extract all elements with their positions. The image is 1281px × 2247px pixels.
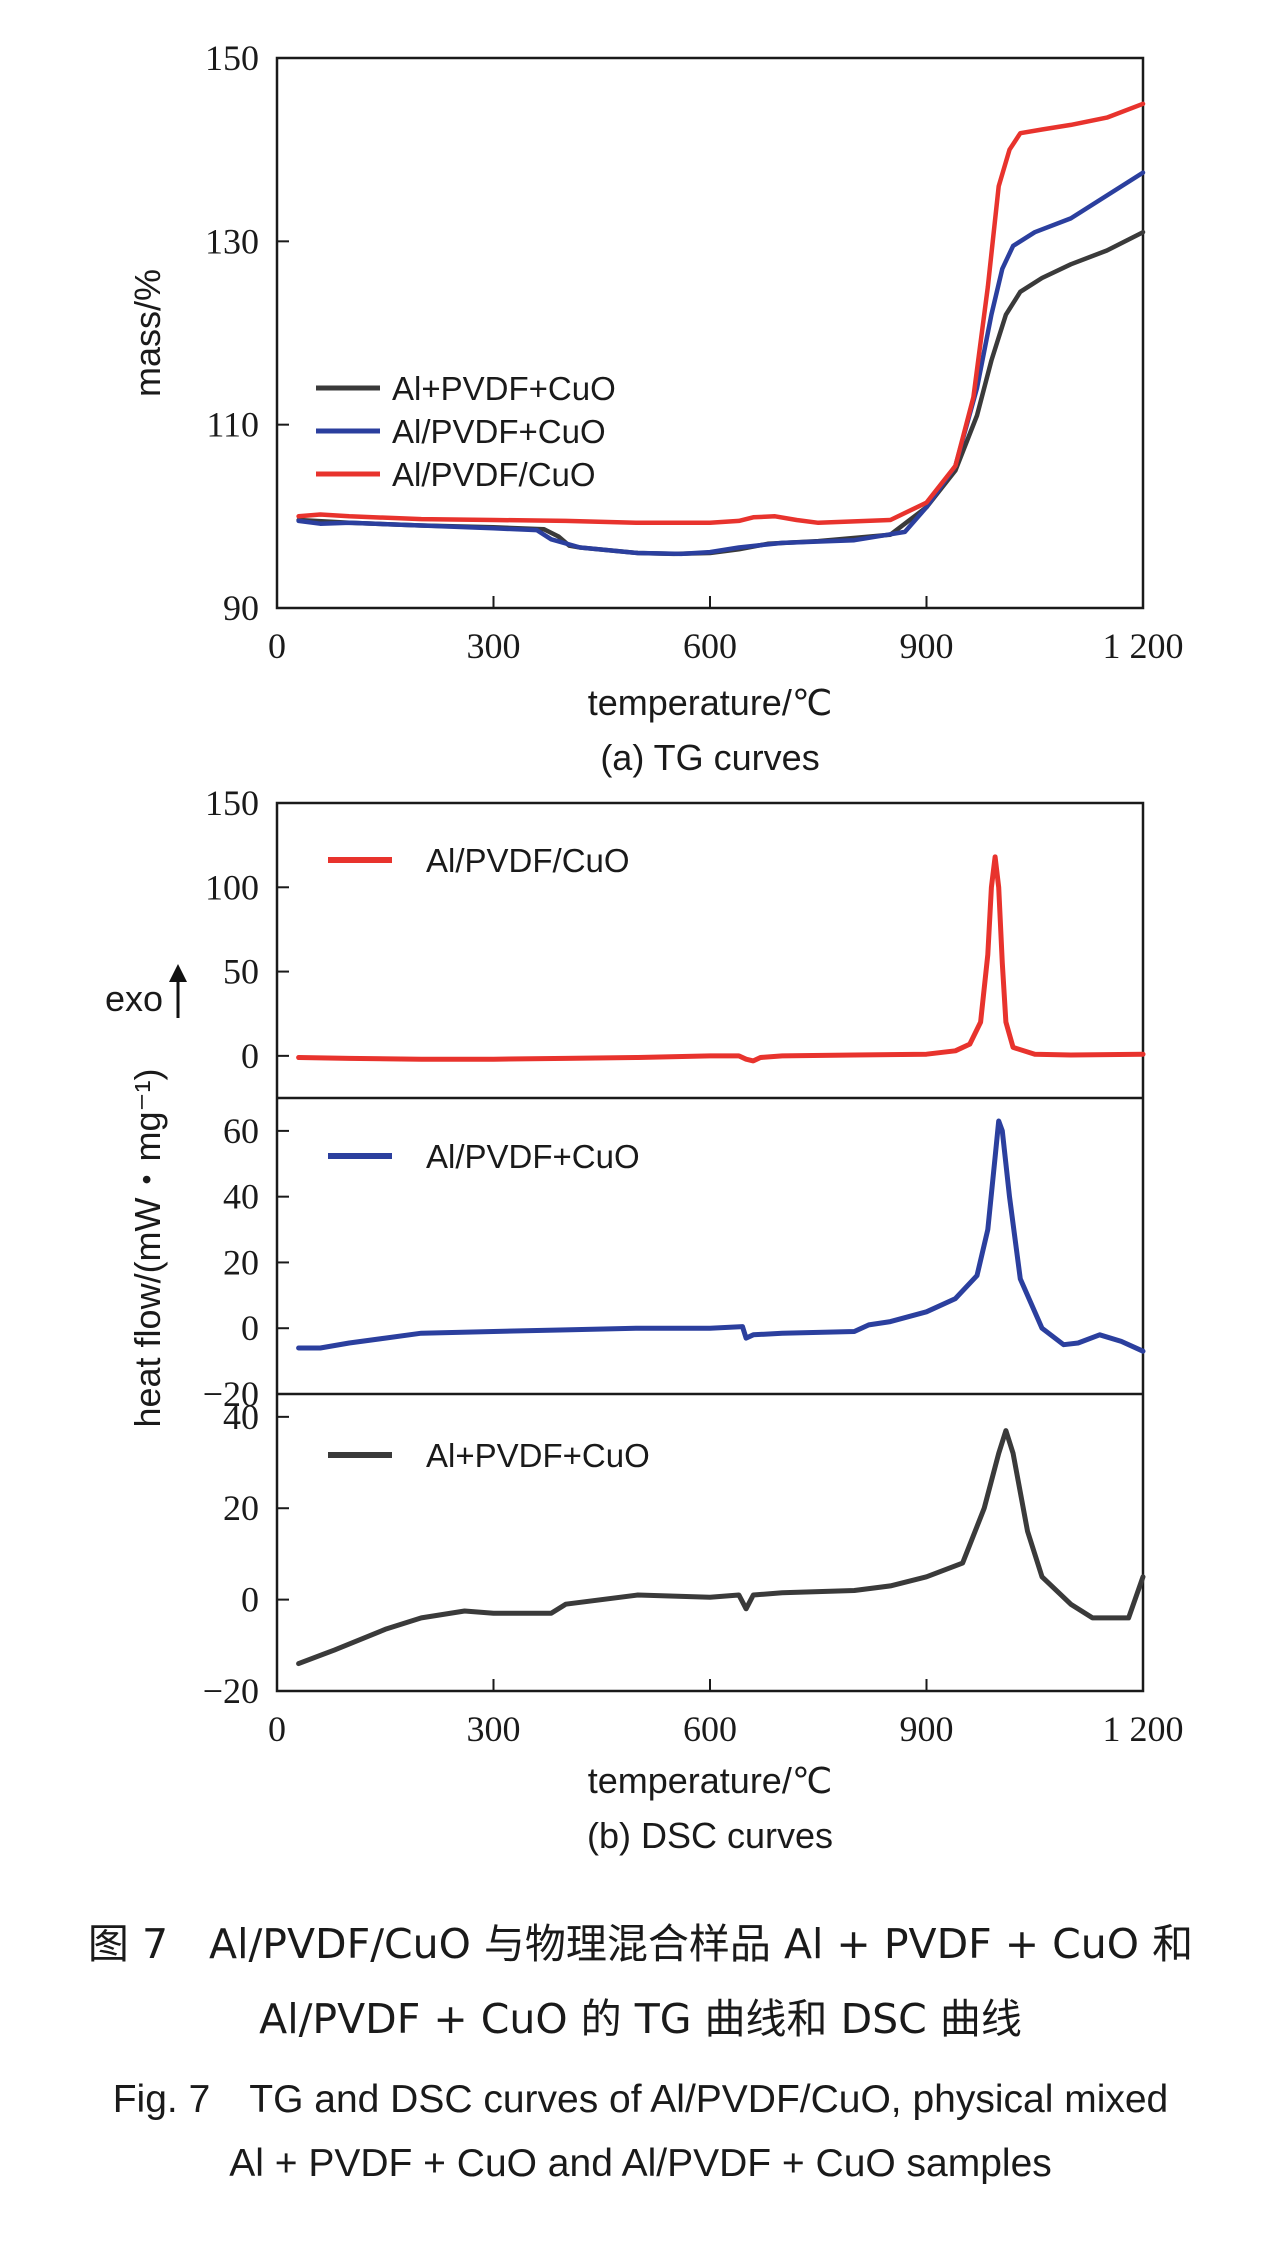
dsc-subtitle: (b) DSC curves: [587, 1815, 833, 1856]
dsc-axis-ticks: 0 300 600 900 1 200050100150−200204060−20020…: [203, 783, 1184, 1749]
caption-cn-line-1: 图 7 Al/PVDF/CuO 与物理混合样品 Al + PVDF + CuO …: [87, 1920, 1194, 1968]
tg-x-tick-label: 300: [467, 626, 521, 666]
dsc-x-axis-label: temperature/℃: [588, 1760, 833, 1801]
dsc-x-tick-label: 0: [268, 1709, 286, 1749]
tg-y-tick-label: 90: [223, 588, 259, 628]
dsc-y-tick-label: 0: [241, 1036, 259, 1076]
tg-series: [296, 101, 1146, 557]
tg-x-axis-label: temperature/℃: [588, 682, 833, 723]
dsc-y-tick-label: 40: [223, 1177, 259, 1217]
dsc-x-tick-label: 300: [467, 1709, 521, 1749]
tg-axis-ticks: 0 300 600 900 1 200 90 110 130 150: [205, 38, 1184, 666]
dsc-series-line-1: [296, 854, 1146, 1064]
exo-label: exo: [105, 978, 163, 1019]
dsc-series-line-3: [296, 1428, 1146, 1667]
tg-series-line-3: [296, 101, 1146, 526]
dsc-x-tick-label: 900: [900, 1709, 954, 1749]
dsc-y-tick-label: 50: [223, 952, 259, 992]
dsc-y-tick-label: 20: [223, 1488, 259, 1528]
caption-cn-line-2: Al/PVDF + CuO 的 TG 曲线和 DSC 曲线: [259, 1995, 1022, 2043]
exo-arrow-icon: [169, 964, 187, 1018]
tg-x-tick-label: 600: [683, 626, 737, 666]
tg-chart: 0 300 600 900 1 200 90 110 130 150 mass/% temper…: [127, 38, 1184, 778]
dsc-y-tick-label: 60: [223, 1111, 259, 1151]
dsc-y-tick-label: 40: [223, 1397, 259, 1437]
dsc-chart: 0 300 600 900 1 200050100150−200204060−20020…: [105, 783, 1184, 1856]
dsc-series: [296, 854, 1146, 1667]
tg-legend-label-3: Al/PVDF/CuO: [392, 456, 596, 493]
dsc-y-axis-label: heat flow/(mW・mg⁻¹): [127, 1068, 168, 1427]
dsc-x-tick-label: 1 200: [1103, 1709, 1184, 1749]
tg-x-tick-label: 1 200: [1103, 626, 1184, 666]
tg-x-tick-label: 900: [900, 626, 954, 666]
dsc-panel-label-3: Al+PVDF+CuO: [426, 1437, 650, 1474]
tg-y-tick-label: 110: [206, 405, 259, 445]
dsc-panel-label-1: Al/PVDF/CuO: [426, 842, 630, 879]
dsc-x-tick-label: 600: [683, 1709, 737, 1749]
caption-en-line-1: Fig. 7 TG and DSC curves of Al/PVDF/CuO,…: [112, 2078, 1169, 2121]
tg-subtitle: (a) TG curves: [600, 737, 819, 778]
dsc-y-tick-label: 20: [223, 1242, 259, 1282]
tg-x-tick-label: 0: [268, 626, 286, 666]
dsc-series-line-2: [296, 1118, 1146, 1354]
dsc-y-tick-label: 150: [205, 783, 259, 823]
tg-legend-label-1: Al+PVDF+CuO: [392, 370, 616, 407]
dsc-y-tick-label: 100: [205, 867, 259, 907]
dsc-plot-frame: [275, 801, 1145, 1693]
tg-y-tick-label: 130: [205, 221, 259, 261]
dsc-y-tick-label: −20: [203, 1671, 259, 1711]
tg-legend: Al+PVDF+CuO Al/PVDF+CuO Al/PVDF/CuO: [316, 370, 616, 493]
dsc-y-tick-label: 0: [241, 1308, 259, 1348]
tg-legend-label-2: Al/PVDF+CuO: [392, 413, 606, 450]
dsc-y-tick-label: −20: [203, 1374, 259, 1414]
dsc-panel-label-2: Al/PVDF+CuO: [426, 1138, 640, 1175]
tg-series-line-2: [296, 170, 1146, 557]
dsc-y-tick-label: 0: [241, 1580, 259, 1620]
tg-y-axis-label: mass/%: [127, 269, 168, 397]
caption-en-line-2: Al + PVDF + CuO and Al/PVDF + CuO sample…: [229, 2142, 1052, 2185]
tg-y-tick-label: 150: [205, 38, 259, 78]
